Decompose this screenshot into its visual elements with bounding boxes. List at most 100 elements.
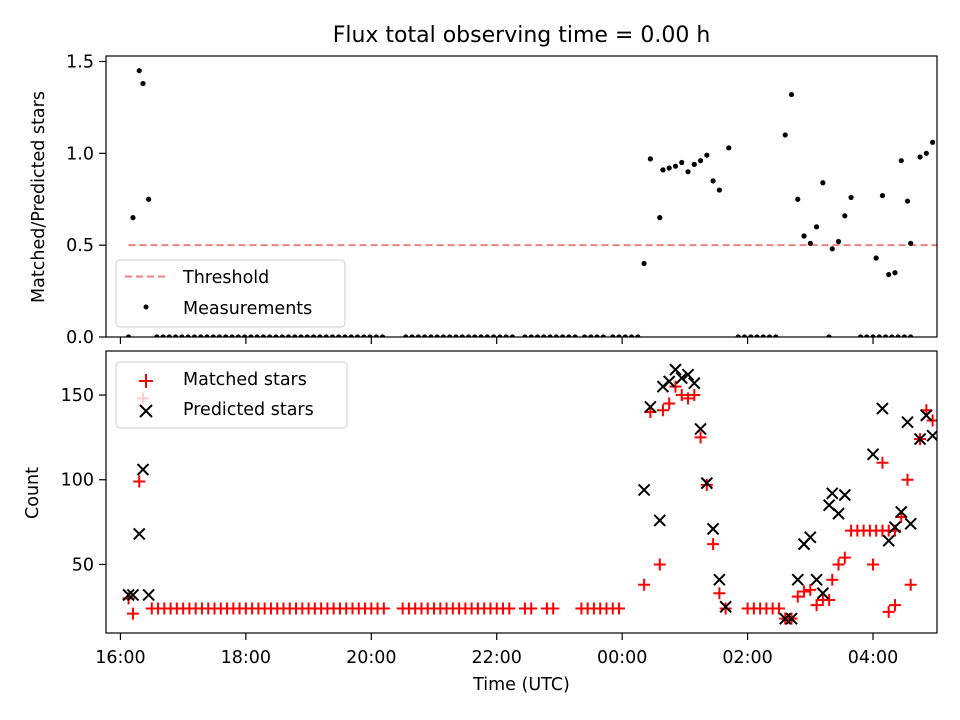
measurement-point bbox=[882, 334, 889, 337]
x-tick-label: 00:00 bbox=[597, 648, 647, 668]
predicted-star-point bbox=[904, 517, 917, 530]
threshold-legend-label: Threshold bbox=[182, 268, 269, 288]
measurement-point bbox=[788, 91, 795, 98]
matched-star-point bbox=[126, 607, 139, 620]
measurement-point bbox=[600, 334, 606, 337]
measurement-point bbox=[478, 334, 484, 337]
measurement-point bbox=[140, 80, 146, 87]
measurement-point bbox=[154, 334, 160, 337]
measurement-point bbox=[361, 334, 367, 337]
predicted-legend-label: Predicted stars bbox=[183, 400, 314, 420]
measurement-point bbox=[415, 334, 421, 337]
measurement-point bbox=[559, 334, 566, 337]
measurement-point bbox=[185, 334, 191, 337]
predicted-star-point bbox=[895, 505, 908, 519]
x-axis-label: Time (UTC) bbox=[472, 675, 570, 695]
measurement-point bbox=[179, 334, 185, 337]
matched-star-point bbox=[675, 389, 688, 402]
measurement-point bbox=[285, 334, 292, 337]
matched-star-point bbox=[377, 602, 390, 615]
measurement-point bbox=[904, 198, 911, 204]
measurement-point bbox=[879, 192, 886, 199]
measurement-point bbox=[348, 334, 354, 337]
measurement-point bbox=[842, 213, 848, 219]
measurement-point bbox=[726, 145, 732, 151]
matched-star-point bbox=[653, 558, 666, 571]
matched-star-point bbox=[876, 456, 889, 469]
count-y-axis-label: Count bbox=[23, 467, 43, 519]
predicted-star-point bbox=[791, 573, 804, 586]
measurement-point bbox=[509, 334, 516, 337]
measurement-point bbox=[166, 334, 172, 337]
measurement-point bbox=[547, 334, 553, 337]
measurement-point bbox=[216, 334, 223, 337]
predicted-star-point bbox=[901, 415, 914, 429]
measurement-point bbox=[588, 334, 594, 337]
measurement-point bbox=[235, 334, 241, 337]
x-tick-label: 16:00 bbox=[95, 648, 145, 668]
measurement-point bbox=[660, 167, 666, 173]
predicted-star-point bbox=[713, 573, 726, 586]
measurement-point bbox=[553, 334, 559, 337]
measurement-point bbox=[541, 334, 547, 337]
measurement-point bbox=[260, 334, 267, 337]
measurement-point bbox=[210, 334, 216, 337]
measurement-point bbox=[273, 334, 279, 337]
predicted-star-point bbox=[785, 612, 798, 625]
measurement-point bbox=[503, 334, 509, 337]
measurement-point bbox=[748, 334, 754, 337]
measurement-point bbox=[820, 180, 826, 186]
measurement-point bbox=[616, 334, 622, 337]
count-axes-frame bbox=[105, 350, 938, 634]
measurement-point bbox=[835, 238, 842, 245]
measurement-point bbox=[440, 334, 447, 337]
measurement-point bbox=[403, 334, 409, 337]
measurement-point bbox=[173, 334, 179, 337]
predicted-star-point bbox=[669, 363, 682, 376]
measurement-point bbox=[146, 196, 152, 202]
count-y-tick-label: 50 bbox=[72, 555, 94, 575]
measurement-point bbox=[610, 334, 616, 337]
measurement-point bbox=[873, 255, 879, 261]
measurement-point bbox=[522, 334, 528, 337]
measurement-point bbox=[373, 334, 379, 337]
ratio-axes-frame bbox=[105, 55, 938, 338]
measurement-point bbox=[292, 334, 298, 337]
measurement-point bbox=[409, 334, 415, 337]
predicted-star-point bbox=[810, 573, 823, 586]
predicted-star-point bbox=[832, 507, 845, 520]
measurement-point bbox=[908, 334, 914, 337]
matched-star-point bbox=[663, 397, 676, 410]
measurement-point bbox=[622, 334, 628, 337]
x-tick-label: 22:00 bbox=[472, 648, 522, 668]
matched-star-point bbox=[838, 551, 851, 564]
measurement-point bbox=[298, 334, 304, 337]
predicted-star-point bbox=[675, 371, 688, 385]
measurement-point bbox=[886, 271, 892, 278]
measurements-legend-label: Measurements bbox=[183, 299, 312, 319]
measurement-point bbox=[773, 334, 779, 337]
measurement-point bbox=[465, 334, 472, 337]
measurement-point bbox=[484, 334, 490, 337]
measurement-point bbox=[691, 161, 697, 167]
matched-star-point bbox=[882, 605, 895, 618]
measurement-point bbox=[428, 334, 434, 337]
matched-star-point bbox=[525, 602, 538, 615]
matched-star-point bbox=[669, 380, 682, 393]
predicted-star-point bbox=[913, 432, 927, 446]
predicted-star-point bbox=[694, 422, 707, 436]
measurement-point bbox=[917, 154, 923, 160]
predicted-star-point bbox=[706, 522, 720, 536]
predicted-star-point bbox=[876, 402, 889, 415]
predicted-star-point bbox=[133, 527, 146, 541]
predicted-star-point bbox=[926, 429, 937, 442]
matched-star-point bbox=[638, 578, 651, 591]
measurement-point bbox=[310, 334, 317, 337]
count-legend: Matched stars Predicted stars bbox=[115, 361, 348, 429]
measurement-point bbox=[666, 165, 672, 171]
measurement-point bbox=[672, 163, 679, 169]
matched-star-point bbox=[707, 538, 720, 551]
measurement-point bbox=[647, 156, 653, 162]
predicted-star-point bbox=[644, 400, 657, 414]
